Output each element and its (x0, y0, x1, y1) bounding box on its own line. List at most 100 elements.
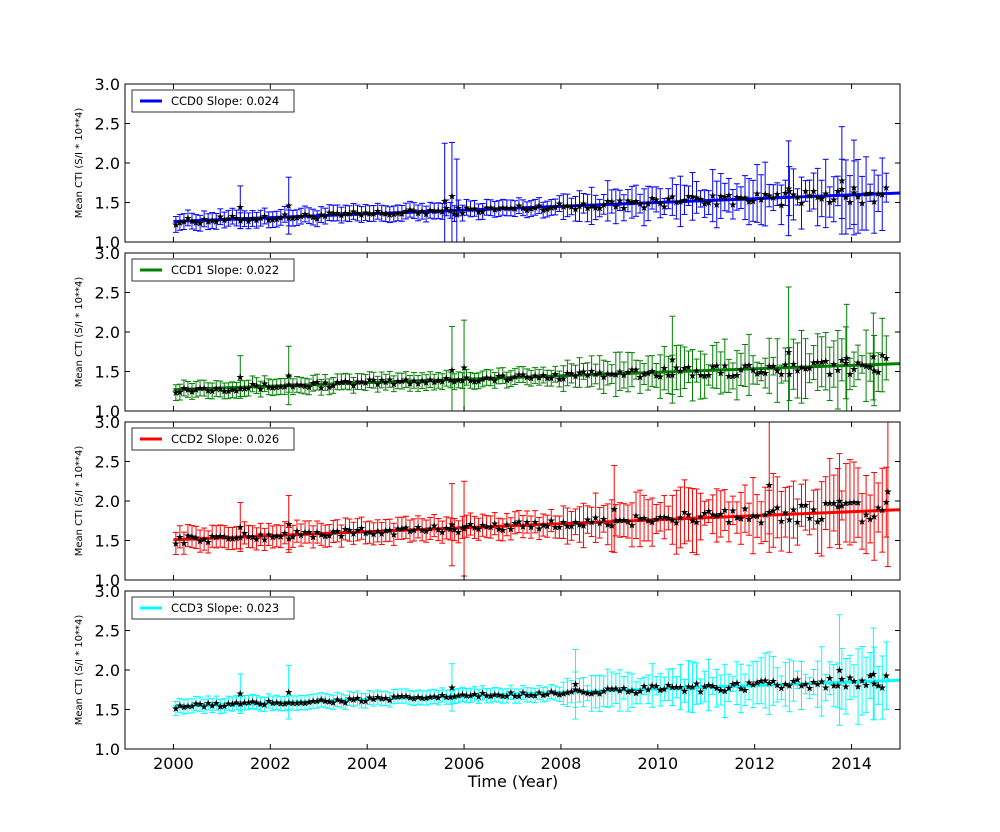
data-point: ★ (337, 211, 346, 222)
data-point: ★ (514, 517, 523, 528)
data-point: ★ (883, 487, 892, 498)
data-point: ★ (632, 688, 641, 699)
data-point: ★ (745, 678, 754, 689)
data-point: ★ (797, 501, 806, 512)
data-point: ★ (414, 208, 423, 219)
legend: CCD0 Slope: 0.024 (131, 89, 295, 113)
data-point: ★ (632, 196, 641, 207)
data-point: ★ (519, 203, 528, 214)
data-point: ★ (236, 699, 245, 710)
data-point: ★ (736, 193, 745, 204)
data-point: ★ (357, 524, 366, 535)
data-point: ★ (466, 376, 475, 387)
data-point: ★ (470, 689, 479, 700)
data-point: ★ (321, 696, 330, 707)
data-point: ★ (284, 213, 293, 224)
y-tick-label: 3.0 (95, 244, 120, 263)
data-point: ★ (567, 521, 576, 532)
data-point: ★ (696, 194, 705, 205)
data-point: ★ (692, 366, 701, 377)
data-point: ★ (610, 504, 619, 515)
data-point: ★ (732, 679, 741, 690)
data-point: ★ (381, 378, 390, 389)
data-point: ★ (494, 525, 503, 536)
data-point: ★ (288, 532, 297, 543)
data-point: ★ (397, 692, 406, 703)
data-point: ★ (736, 365, 745, 376)
data-point: ★ (781, 680, 790, 691)
data-point: ★ (301, 698, 310, 709)
data-point: ★ (829, 195, 838, 206)
data-point: ★ (636, 514, 645, 525)
data-point: ★ (850, 183, 859, 194)
data-point: ★ (297, 698, 306, 709)
data-point: ★ (874, 503, 883, 514)
data-point: ★ (248, 379, 257, 390)
chart-panel-2: ★★★★★★★★★★★★★★★★★★★★★★★★★★★★★★★★★★★★★★★★… (74, 413, 901, 590)
data-point: ★ (305, 527, 314, 538)
data-point: ★ (426, 375, 435, 386)
data-point: ★ (466, 520, 475, 531)
data-point: ★ (595, 518, 604, 529)
data-point: ★ (490, 690, 499, 701)
data-point: ★ (850, 188, 859, 199)
data-point: ★ (539, 521, 548, 532)
data-point: ★ (389, 692, 398, 703)
data-point: ★ (446, 693, 455, 704)
data-point: ★ (652, 195, 661, 206)
data-point: ★ (716, 686, 725, 697)
data-point: ★ (821, 499, 830, 510)
data-point: ★ (447, 192, 456, 203)
data-point: ★ (313, 696, 322, 707)
data-point: ★ (179, 702, 188, 713)
data-point: ★ (458, 376, 467, 387)
data-point: ★ (563, 201, 572, 212)
data-point: ★ (276, 213, 285, 224)
data-point: ★ (684, 682, 693, 693)
data-point: ★ (575, 686, 584, 697)
data-point: ★ (563, 368, 572, 379)
data-point: ★ (514, 370, 523, 381)
data-point: ★ (244, 384, 253, 395)
data-point: ★ (611, 202, 620, 213)
data-point: ★ (845, 369, 854, 380)
data-point: ★ (284, 534, 293, 545)
data-point: ★ (587, 367, 596, 378)
data-point: ★ (531, 517, 540, 528)
data-point: ★ (244, 698, 253, 709)
data-point: ★ (835, 497, 844, 508)
data-point: ★ (805, 514, 814, 525)
data-point: ★ (171, 388, 180, 399)
data-point: ★ (361, 696, 370, 707)
data-point: ★ (656, 512, 665, 523)
data-point: ★ (644, 516, 653, 527)
data-point: ★ (866, 188, 875, 199)
data-point: ★ (248, 532, 257, 543)
data-point: ★ (555, 523, 564, 534)
data-point: ★ (615, 686, 624, 697)
data-point: ★ (325, 208, 334, 219)
data-point: ★ (434, 206, 443, 217)
data-point: ★ (753, 511, 762, 522)
data-point: ★ (704, 370, 713, 381)
data-point: ★ (280, 699, 289, 710)
data-point: ★ (264, 215, 273, 226)
data-point: ★ (460, 524, 469, 535)
data-point: ★ (494, 691, 503, 702)
legend-box (131, 596, 295, 620)
data-point: ★ (498, 692, 507, 703)
data-point: ★ (216, 212, 225, 223)
data-point: ★ (393, 692, 402, 703)
data-point: ★ (482, 522, 491, 533)
data-point: ★ (523, 518, 532, 529)
data-point: ★ (474, 207, 483, 218)
data-point: ★ (688, 683, 697, 694)
data-point: ★ (595, 689, 604, 700)
data-point: ★ (878, 190, 887, 201)
data-point: ★ (878, 506, 887, 517)
data-point: ★ (385, 210, 394, 221)
data-point: ★ (365, 209, 374, 220)
data-point: ★ (252, 216, 261, 227)
data-point: ★ (175, 532, 184, 543)
data-point: ★ (385, 526, 394, 537)
